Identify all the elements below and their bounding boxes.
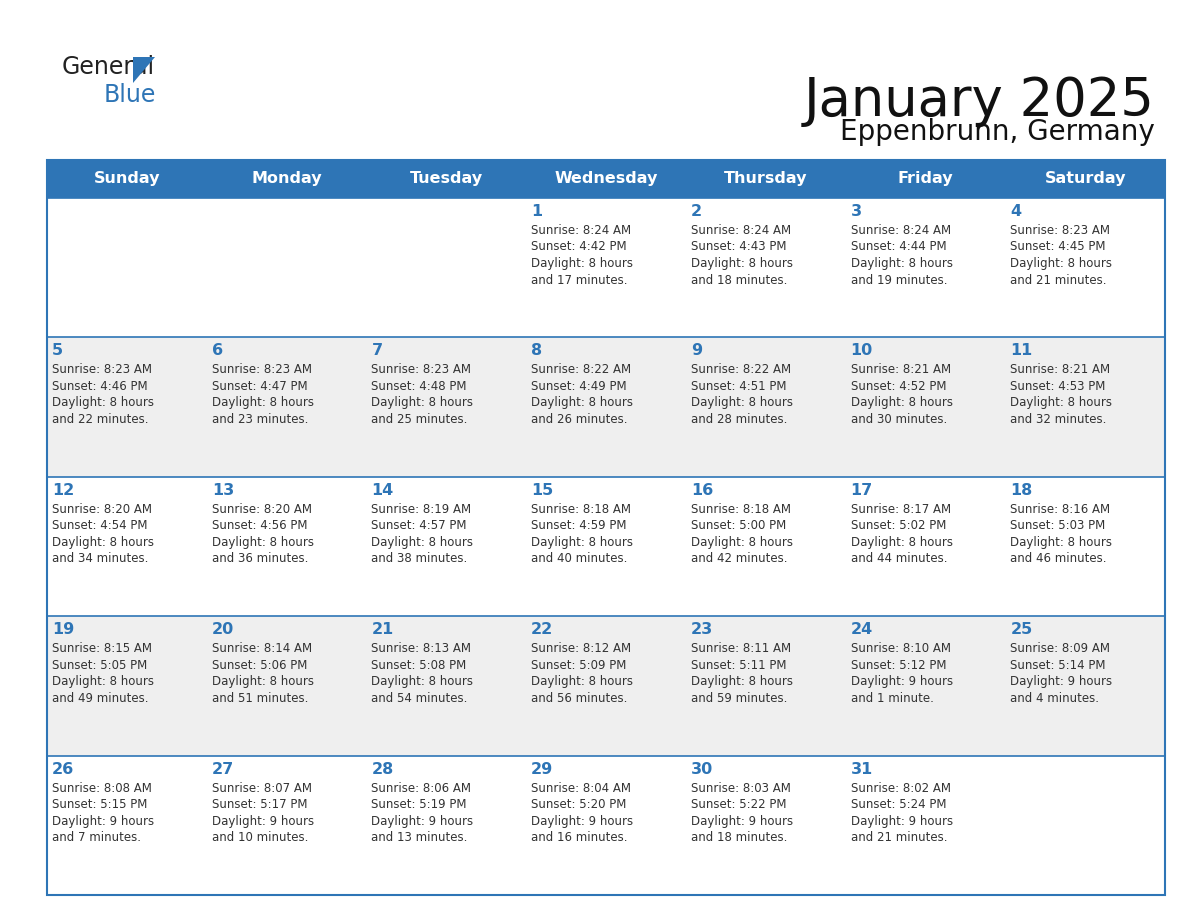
Text: 12: 12 [52, 483, 74, 498]
Text: 7: 7 [372, 343, 383, 358]
Text: Sunrise: 8:04 AM
Sunset: 5:20 PM
Daylight: 9 hours
and 16 minutes.: Sunrise: 8:04 AM Sunset: 5:20 PM Dayligh… [531, 781, 633, 844]
Text: Sunrise: 8:19 AM
Sunset: 4:57 PM
Daylight: 8 hours
and 38 minutes.: Sunrise: 8:19 AM Sunset: 4:57 PM Dayligh… [372, 503, 474, 565]
Text: 25: 25 [1010, 622, 1032, 637]
Text: 4: 4 [1010, 204, 1022, 219]
Text: Sunrise: 8:24 AM
Sunset: 4:44 PM
Daylight: 8 hours
and 19 minutes.: Sunrise: 8:24 AM Sunset: 4:44 PM Dayligh… [851, 224, 953, 286]
Bar [48, 616, 1165, 756]
Text: Sunrise: 8:20 AM
Sunset: 4:56 PM
Daylight: 8 hours
and 36 minutes.: Sunrise: 8:20 AM Sunset: 4:56 PM Dayligh… [211, 503, 314, 565]
Text: Sunrise: 8:18 AM
Sunset: 5:00 PM
Daylight: 8 hours
and 42 minutes.: Sunrise: 8:18 AM Sunset: 5:00 PM Dayligh… [691, 503, 792, 565]
Bar [526, 160, 685, 198]
Bar [48, 476, 1165, 616]
Text: 9: 9 [691, 343, 702, 358]
Text: 15: 15 [531, 483, 554, 498]
Bar [48, 198, 1165, 338]
Text: 8: 8 [531, 343, 542, 358]
Bar [48, 338, 1165, 476]
Text: Tuesday: Tuesday [410, 172, 482, 186]
Bar [846, 160, 1005, 198]
Text: 20: 20 [211, 622, 234, 637]
Text: Eppenbrunn, Germany: Eppenbrunn, Germany [840, 118, 1155, 146]
Text: Sunrise: 8:24 AM
Sunset: 4:42 PM
Daylight: 8 hours
and 17 minutes.: Sunrise: 8:24 AM Sunset: 4:42 PM Dayligh… [531, 224, 633, 286]
Text: Sunrise: 8:03 AM
Sunset: 5:22 PM
Daylight: 9 hours
and 18 minutes.: Sunrise: 8:03 AM Sunset: 5:22 PM Dayligh… [691, 781, 792, 844]
Text: Monday: Monday [251, 172, 322, 186]
Bar [48, 160, 1165, 895]
Text: 6: 6 [211, 343, 223, 358]
Text: Sunrise: 8:17 AM
Sunset: 5:02 PM
Daylight: 8 hours
and 44 minutes.: Sunrise: 8:17 AM Sunset: 5:02 PM Dayligh… [851, 503, 953, 565]
Text: 30: 30 [691, 762, 713, 777]
Bar [685, 160, 846, 198]
Text: 28: 28 [372, 762, 393, 777]
Text: 17: 17 [851, 483, 873, 498]
Text: Saturday: Saturday [1044, 172, 1126, 186]
Bar [48, 756, 1165, 895]
Bar [366, 160, 526, 198]
Text: Friday: Friday [898, 172, 953, 186]
Text: Sunrise: 8:23 AM
Sunset: 4:45 PM
Daylight: 8 hours
and 21 minutes.: Sunrise: 8:23 AM Sunset: 4:45 PM Dayligh… [1010, 224, 1112, 286]
Text: 18: 18 [1010, 483, 1032, 498]
Text: Sunrise: 8:21 AM
Sunset: 4:52 PM
Daylight: 8 hours
and 30 minutes.: Sunrise: 8:21 AM Sunset: 4:52 PM Dayligh… [851, 364, 953, 426]
Text: 3: 3 [851, 204, 861, 219]
Text: Sunrise: 8:18 AM
Sunset: 4:59 PM
Daylight: 8 hours
and 40 minutes.: Sunrise: 8:18 AM Sunset: 4:59 PM Dayligh… [531, 503, 633, 565]
Bar [48, 160, 207, 198]
Text: 1: 1 [531, 204, 542, 219]
Text: Sunrise: 8:14 AM
Sunset: 5:06 PM
Daylight: 8 hours
and 51 minutes.: Sunrise: 8:14 AM Sunset: 5:06 PM Dayligh… [211, 643, 314, 705]
Text: 16: 16 [691, 483, 713, 498]
Text: 31: 31 [851, 762, 873, 777]
Bar [207, 160, 366, 198]
Text: Sunrise: 8:10 AM
Sunset: 5:12 PM
Daylight: 9 hours
and 1 minute.: Sunrise: 8:10 AM Sunset: 5:12 PM Dayligh… [851, 643, 953, 705]
Text: Sunrise: 8:16 AM
Sunset: 5:03 PM
Daylight: 8 hours
and 46 minutes.: Sunrise: 8:16 AM Sunset: 5:03 PM Dayligh… [1010, 503, 1112, 565]
Text: Sunrise: 8:23 AM
Sunset: 4:46 PM
Daylight: 8 hours
and 22 minutes.: Sunrise: 8:23 AM Sunset: 4:46 PM Dayligh… [52, 364, 154, 426]
Text: Thursday: Thursday [723, 172, 808, 186]
Text: Sunrise: 8:09 AM
Sunset: 5:14 PM
Daylight: 9 hours
and 4 minutes.: Sunrise: 8:09 AM Sunset: 5:14 PM Dayligh… [1010, 643, 1112, 705]
Polygon shape [133, 57, 154, 83]
Text: Sunrise: 8:24 AM
Sunset: 4:43 PM
Daylight: 8 hours
and 18 minutes.: Sunrise: 8:24 AM Sunset: 4:43 PM Dayligh… [691, 224, 792, 286]
Text: General: General [62, 55, 156, 79]
Text: Sunrise: 8:22 AM
Sunset: 4:51 PM
Daylight: 8 hours
and 28 minutes.: Sunrise: 8:22 AM Sunset: 4:51 PM Dayligh… [691, 364, 792, 426]
Text: Blue: Blue [105, 83, 157, 107]
Text: Sunrise: 8:23 AM
Sunset: 4:47 PM
Daylight: 8 hours
and 23 minutes.: Sunrise: 8:23 AM Sunset: 4:47 PM Dayligh… [211, 364, 314, 426]
Text: Sunrise: 8:13 AM
Sunset: 5:08 PM
Daylight: 8 hours
and 54 minutes.: Sunrise: 8:13 AM Sunset: 5:08 PM Dayligh… [372, 643, 474, 705]
Text: 10: 10 [851, 343, 873, 358]
Text: Sunrise: 8:02 AM
Sunset: 5:24 PM
Daylight: 9 hours
and 21 minutes.: Sunrise: 8:02 AM Sunset: 5:24 PM Dayligh… [851, 781, 953, 844]
Text: 23: 23 [691, 622, 713, 637]
Bar [1005, 160, 1165, 198]
Text: January 2025: January 2025 [804, 75, 1155, 127]
Text: Sunrise: 8:21 AM
Sunset: 4:53 PM
Daylight: 8 hours
and 32 minutes.: Sunrise: 8:21 AM Sunset: 4:53 PM Dayligh… [1010, 364, 1112, 426]
Text: 26: 26 [52, 762, 74, 777]
Text: Sunday: Sunday [94, 172, 160, 186]
Text: Sunrise: 8:08 AM
Sunset: 5:15 PM
Daylight: 9 hours
and 7 minutes.: Sunrise: 8:08 AM Sunset: 5:15 PM Dayligh… [52, 781, 154, 844]
Text: 21: 21 [372, 622, 393, 637]
Text: Sunrise: 8:12 AM
Sunset: 5:09 PM
Daylight: 8 hours
and 56 minutes.: Sunrise: 8:12 AM Sunset: 5:09 PM Dayligh… [531, 643, 633, 705]
Text: 19: 19 [52, 622, 74, 637]
Text: 22: 22 [531, 622, 554, 637]
Text: Sunrise: 8:23 AM
Sunset: 4:48 PM
Daylight: 8 hours
and 25 minutes.: Sunrise: 8:23 AM Sunset: 4:48 PM Dayligh… [372, 364, 474, 426]
Text: Wednesday: Wednesday [555, 172, 658, 186]
Text: 27: 27 [211, 762, 234, 777]
Text: 13: 13 [211, 483, 234, 498]
Text: 2: 2 [691, 204, 702, 219]
Text: Sunrise: 8:15 AM
Sunset: 5:05 PM
Daylight: 8 hours
and 49 minutes.: Sunrise: 8:15 AM Sunset: 5:05 PM Dayligh… [52, 643, 154, 705]
Text: 11: 11 [1010, 343, 1032, 358]
Text: Sunrise: 8:22 AM
Sunset: 4:49 PM
Daylight: 8 hours
and 26 minutes.: Sunrise: 8:22 AM Sunset: 4:49 PM Dayligh… [531, 364, 633, 426]
Text: 5: 5 [52, 343, 63, 358]
Text: Sunrise: 8:07 AM
Sunset: 5:17 PM
Daylight: 9 hours
and 10 minutes.: Sunrise: 8:07 AM Sunset: 5:17 PM Dayligh… [211, 781, 314, 844]
Text: Sunrise: 8:11 AM
Sunset: 5:11 PM
Daylight: 8 hours
and 59 minutes.: Sunrise: 8:11 AM Sunset: 5:11 PM Dayligh… [691, 643, 792, 705]
Text: 24: 24 [851, 622, 873, 637]
Text: Sunrise: 8:06 AM
Sunset: 5:19 PM
Daylight: 9 hours
and 13 minutes.: Sunrise: 8:06 AM Sunset: 5:19 PM Dayligh… [372, 781, 474, 844]
Text: 14: 14 [372, 483, 393, 498]
Text: Sunrise: 8:20 AM
Sunset: 4:54 PM
Daylight: 8 hours
and 34 minutes.: Sunrise: 8:20 AM Sunset: 4:54 PM Dayligh… [52, 503, 154, 565]
Text: 29: 29 [531, 762, 554, 777]
